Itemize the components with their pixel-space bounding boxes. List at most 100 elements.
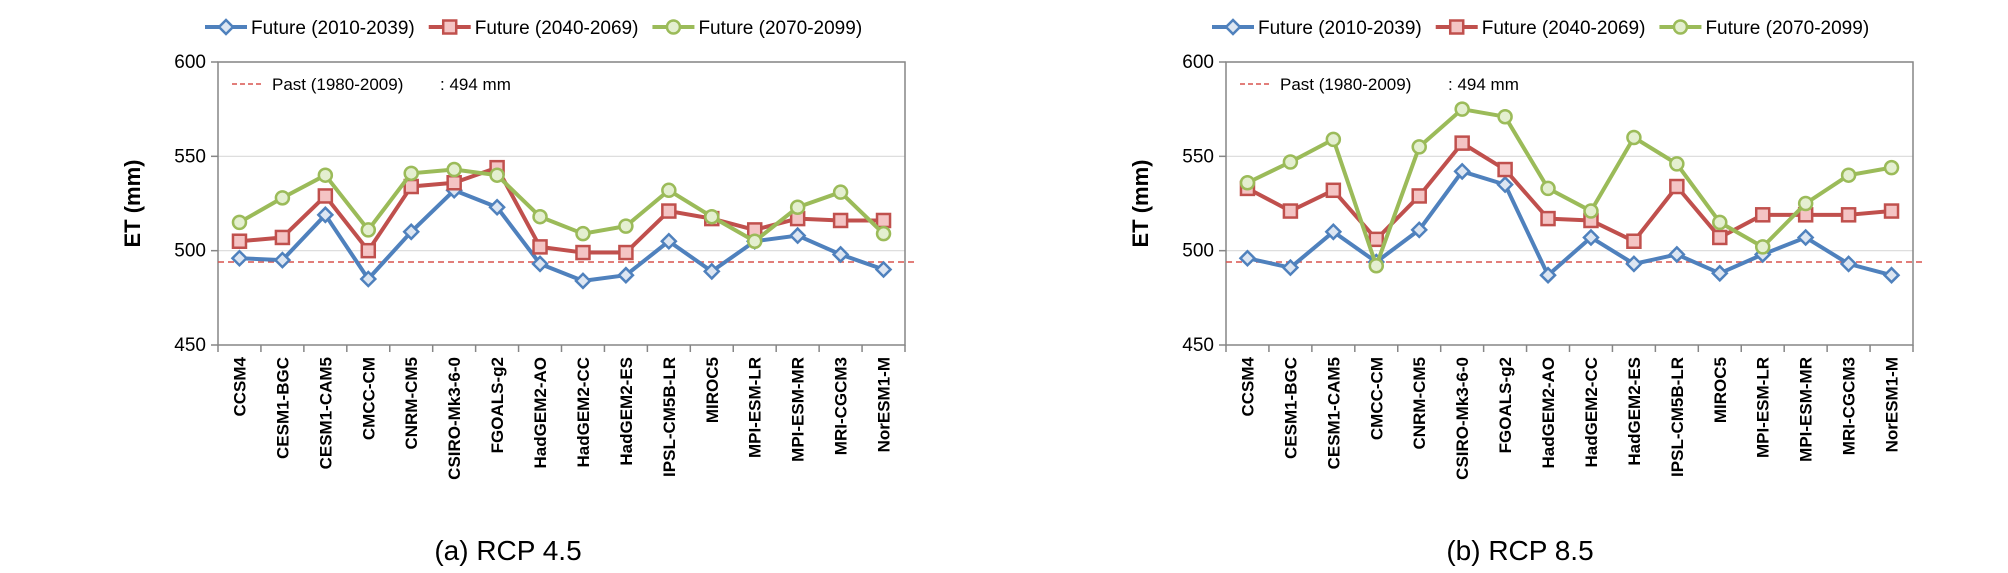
data-point [1668,245,1686,264]
data-point [531,255,549,273]
data-point [1496,175,1514,194]
data-point [660,232,678,251]
x-tick-label: CESM1-BGC [1281,357,1300,459]
data-point [1625,255,1643,273]
data-point [1239,174,1256,191]
x-tick-label: HadGEM2-CC [1582,357,1601,468]
x-tick-label: MPI-ESM-LR [1754,357,1773,458]
x-tick-label: HadGEM2-ES [1625,357,1644,466]
data-point [489,167,505,183]
x-tick-label: CMCC-CM [359,357,378,440]
data-point [446,161,462,178]
data-point [789,199,806,216]
series-line [239,188,885,283]
legend-label: Future (2010-2039) [1258,18,1422,39]
data-point [661,182,677,199]
data-point [575,225,591,242]
y-tick-label: 550 [1182,146,1214,167]
data-point [1796,228,1815,247]
data-point [488,198,506,217]
data-point [1712,214,1728,231]
data-point [1754,239,1771,255]
x-tick-label: HadGEM2-AO [531,357,550,468]
legend-marker [1672,19,1689,35]
data-point [317,167,334,183]
series-3 [231,161,892,249]
data-point [273,251,292,269]
x-tick-label: MIROC5 [1711,357,1730,423]
data-point [1883,159,1900,176]
legend-item-2: Future (2040-2069) [1435,18,1646,39]
data-point [532,239,548,255]
data-point [231,214,248,231]
data-point [832,184,849,200]
y-tick-label: 500 [174,241,206,262]
data-point [788,226,807,245]
data-point [575,244,591,261]
x-tick-label: CMCC-CM [1367,357,1386,440]
series-line [1246,107,1892,268]
reference-legend-label: Past (1980-2009) [1280,75,1411,94]
data-point [1281,258,1300,277]
data-point [1840,207,1857,223]
x-tick-label: CNRM-CM5 [402,357,421,450]
legend-marker [441,19,458,35]
data-point [1669,156,1685,172]
data-point [1540,210,1556,227]
x-tick-label: CSIRO-Mk3-6-0 [1453,357,1472,480]
x-tick-label: MPI-ESM-MR [789,357,808,462]
legend-label: Future (2040-2069) [1482,18,1646,39]
data-point [317,188,334,204]
x-tick-label: MRI-CGCM3 [832,357,851,455]
legend-marker [665,19,682,35]
data-point [1712,229,1728,246]
legend-item-3: Future (2070-2099) [1659,18,1869,39]
data-point [1282,154,1299,170]
data-point [1368,231,1385,248]
series-line [1246,141,1892,244]
reference-legend-value: : 494 mm [440,75,511,94]
data-point [1669,178,1685,195]
legend-item-1: Future (2010-2039) [1212,18,1422,39]
reference-legend-label: Past (1980-2009) [272,75,403,94]
data-point [1410,221,1428,239]
x-tick-label: HadGEM2-AO [1539,357,1558,468]
data-point [402,223,420,241]
y-axis-title: ET (mm) [1128,160,1153,248]
y-axis-title: ET (mm) [120,160,145,248]
data-point [617,266,635,284]
data-point [1626,129,1642,146]
data-point [359,270,378,288]
data-point [704,208,720,225]
data-point [1583,203,1599,219]
legend-item-2: Future (2040-2069) [428,18,639,39]
chart-panel-2: 450 500 550 600 CCSM4 CESM1-BGC CESM1-CAM5 CMCC… [1128,18,1923,566]
x-tick-label: CSIRO-Mk3-6-0 [445,357,464,480]
legend-marker [1224,18,1242,36]
legend-label: Future (2040-2069) [475,18,639,39]
reference-legend-value: : 494 mm [1448,75,1519,94]
data-point [316,206,335,224]
x-tick-label: FGOALS-g2 [1496,357,1515,453]
data-point [360,222,377,238]
legend-label: Future (2070-2099) [1705,18,1869,39]
data-point [1840,167,1857,183]
data-point [832,212,849,229]
x-tick-label: FGOALS-g2 [488,357,507,453]
data-point [1497,161,1513,178]
data-point [1368,258,1385,274]
legend-marker [1448,19,1465,35]
data-point [1797,195,1814,212]
data-point [446,174,462,191]
series-line [238,167,885,244]
data-point [1626,233,1642,249]
x-tick-label: NorESM1-M [875,357,894,452]
data-point [532,208,548,225]
data-point [874,260,893,279]
x-tick-label: CCSM4 [230,356,249,416]
x-tick-label: MPI-ESM-MR [1797,357,1816,462]
data-point [1582,228,1600,247]
series-2 [1239,135,1900,249]
x-tick-label: CESM1-BGC [273,357,292,459]
